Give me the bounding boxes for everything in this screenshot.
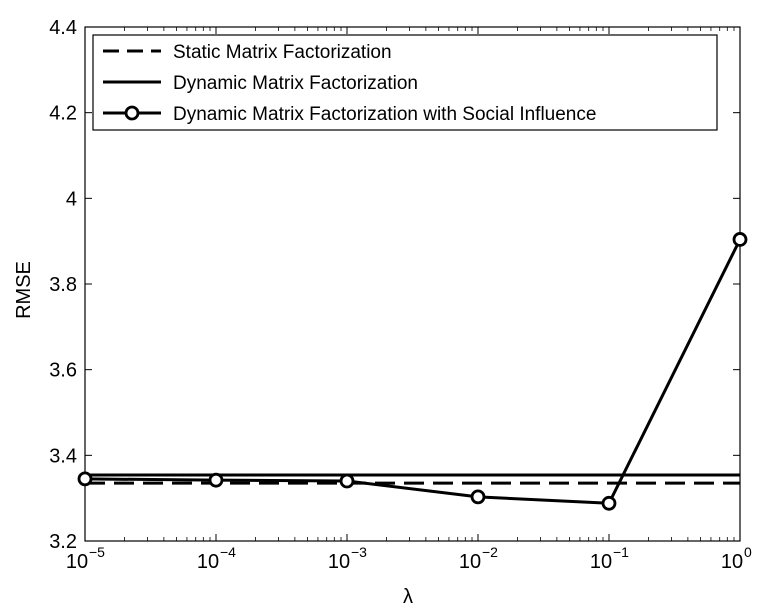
x-axis: 10 −5 10 −4 10 −3 10 −2 10 −1 10 0 (66, 27, 752, 573)
y-tick-label: 4.2 (49, 103, 77, 125)
y-tick-label: 3.2 (49, 531, 77, 553)
x-tick-exponent: −2 (482, 544, 498, 560)
data-point (601, 495, 617, 511)
data-point (208, 472, 224, 488)
y-tick-label: 3.8 (49, 274, 77, 296)
y-tick-label: 3.6 (49, 360, 77, 382)
legend-box (92, 34, 718, 131)
x-tick-exponent: −4 (220, 544, 236, 560)
legend-label: Static Matrix Factorization (173, 42, 392, 63)
x-axis-title: λ (403, 586, 413, 608)
x-tick-exponent: −1 (613, 544, 629, 560)
series-line-2 (84, 238, 742, 505)
legend-label: Dynamic Matrix Factorization (173, 73, 418, 94)
y-axis: 3.2 3.4 3.6 3.8 4 4.2 4.4 (49, 17, 740, 553)
y-axis-title: RMSE (13, 261, 35, 319)
legend-label: Dynamic Matrix Factorization with Social… (173, 104, 596, 125)
data-point (732, 232, 748, 247)
data-point (339, 473, 355, 489)
y-tick-label: 4.4 (49, 17, 77, 39)
x-tick-label: 10 (590, 551, 612, 573)
y-tick-label: 4 (66, 188, 77, 210)
data-point (470, 489, 486, 505)
legend: Static Matrix Factorization Dynamic Matri… (92, 34, 718, 131)
data-point (77, 471, 93, 487)
x-tick-label: 10 (328, 551, 350, 573)
x-tick-label: 10 (197, 551, 219, 573)
x-tick-label: 10 (66, 551, 88, 573)
legend-marker (124, 105, 140, 121)
x-tick-exponent: −5 (89, 544, 105, 560)
x-tick-label: 10 (459, 551, 481, 573)
x-tick-exponent: −3 (351, 544, 367, 560)
y-tick-label: 3.4 (49, 445, 77, 467)
x-tick-label: 10 (721, 551, 743, 573)
x-tick-exponent: 0 (744, 544, 752, 560)
